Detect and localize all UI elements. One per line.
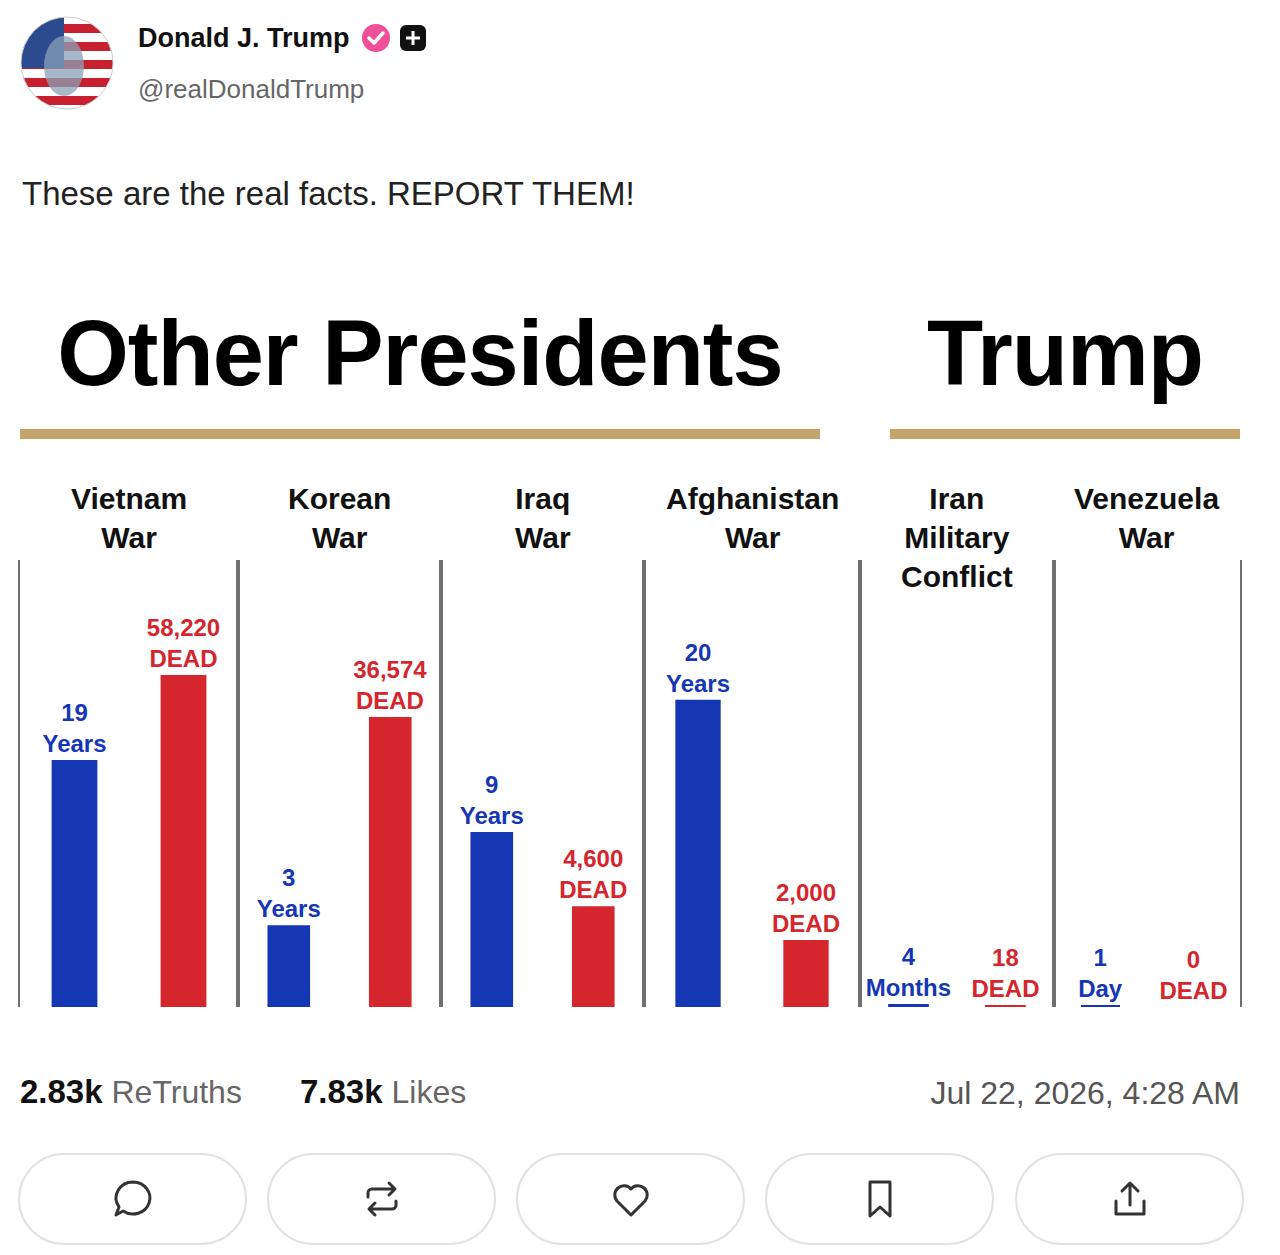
- svg-text:IraqWar: IraqWar: [515, 482, 571, 554]
- svg-text:19Years: 19Years: [42, 699, 106, 757]
- svg-text:18DEAD: 18DEAD: [971, 944, 1039, 1002]
- svg-text:3Years: 3Years: [257, 864, 321, 922]
- svg-text:36,574DEAD: 36,574DEAD: [353, 656, 427, 714]
- html-text:7.83k Likes: 7.83k Likes: [300, 1073, 467, 1110]
- svg-text:58,220DEAD: 58,220DEAD: [147, 614, 220, 672]
- html-text:@realDonaldTrump: @realDonaldTrump: [138, 74, 365, 104]
- html-text:Jul 22, 2026, 4:28 AM: Jul 22, 2026, 4:28 AM: [930, 1075, 1240, 1111]
- svg-text:AfghanistanWar: AfghanistanWar: [666, 482, 839, 554]
- html-text:Donald J. Trump: Donald J. Trump: [138, 22, 350, 53]
- svg-text:0DEAD: 0DEAD: [1159, 946, 1227, 1004]
- svg-text:2,000DEAD: 2,000DEAD: [772, 879, 840, 937]
- svg-text:4Months: 4Months: [866, 943, 951, 1001]
- svg-text:KoreanWar: KoreanWar: [288, 482, 391, 554]
- svg-text:IranMilitaryConflict: IranMilitaryConflict: [901, 482, 1013, 593]
- svg-text:1Day: 1Day: [1078, 944, 1123, 1002]
- html-text:Other Presidents: Other Presidents: [57, 302, 783, 404]
- html-text:2.83k ReTruths: 2.83k ReTruths: [20, 1073, 242, 1110]
- svg-text:4,600DEAD: 4,600DEAD: [559, 845, 627, 903]
- html-text:These are the real facts. REPO: These are the real facts. REPORT THEM!: [22, 175, 635, 212]
- svg-text:9Years: 9Years: [460, 771, 524, 829]
- svg-text:VenezuelaWar: VenezuelaWar: [1074, 482, 1219, 554]
- html-text:Trump: Trump: [926, 302, 1203, 404]
- svg-text:20Years: 20Years: [666, 639, 730, 697]
- svg-text:VietnamWar: VietnamWar: [71, 482, 187, 554]
